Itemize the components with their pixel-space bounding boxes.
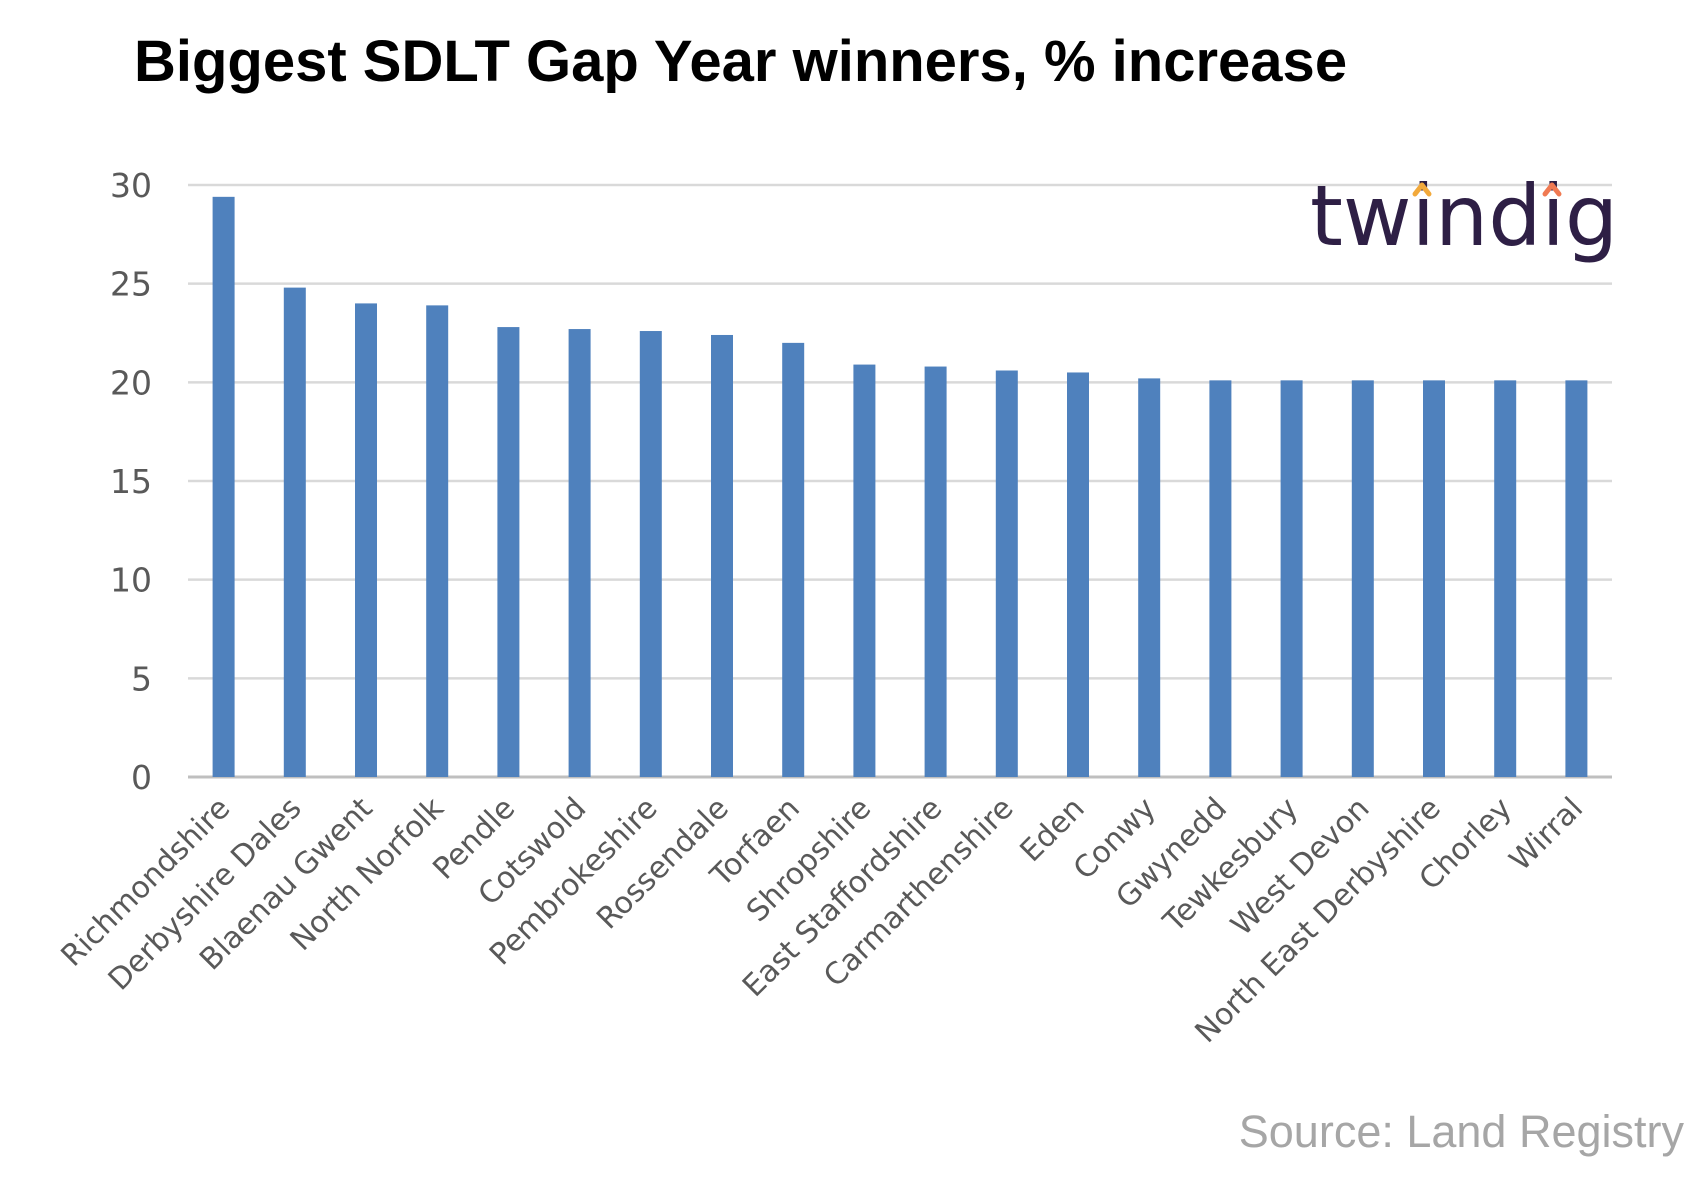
bar-wirral — [1565, 380, 1588, 777]
chart-title: Biggest SDLT Gap Year winners, % increas… — [134, 29, 1348, 94]
bar-pembrokeshire — [639, 331, 662, 777]
logo-caret-coral — [1542, 182, 1562, 197]
bar-shropshire — [853, 364, 876, 777]
bar-west-devon — [1351, 380, 1374, 777]
bar-north-norfolk — [426, 305, 449, 777]
y-tick-label: 25 — [110, 265, 152, 304]
bar-richmondshire — [212, 196, 235, 778]
gridlines — [188, 183, 1612, 779]
bar-tewkesbury — [1280, 380, 1303, 777]
bars — [212, 196, 1588, 778]
y-tick-label: 10 — [110, 561, 152, 600]
bar-gwynedd — [1209, 380, 1232, 777]
y-tick-label: 0 — [131, 758, 152, 797]
bar-cotswold — [568, 329, 591, 777]
bar-east-staffordshire — [924, 366, 947, 777]
bar-eden — [1067, 372, 1089, 777]
source-note: Source: Land Registry — [1238, 1106, 1684, 1157]
y-tick-label: 30 — [110, 166, 152, 205]
logo-wordmark: twindig — [1310, 167, 1618, 265]
bar-rossendale — [711, 334, 733, 777]
bar-blaenau-gwent — [355, 303, 377, 777]
bar-derbyshire-dales — [283, 287, 306, 777]
y-tick-label: 20 — [110, 363, 152, 402]
y-tick-label: 5 — [131, 659, 152, 698]
bar-conwy — [1138, 378, 1161, 777]
x-category-label: Wirral — [1503, 791, 1590, 878]
bar-chorley — [1494, 380, 1517, 777]
y-axis-tick-labels: 0 5 10 15 20 25 30 — [110, 166, 152, 797]
bar-carmarthenshire — [995, 370, 1018, 777]
logo-caret-orange — [1412, 182, 1432, 197]
bar-torfaen — [782, 342, 805, 777]
bar-pendle — [497, 327, 520, 777]
bar-north-east-derbyshire — [1423, 380, 1445, 777]
twindig-logo: twindig — [1310, 167, 1618, 265]
y-tick-label: 15 — [110, 462, 152, 501]
